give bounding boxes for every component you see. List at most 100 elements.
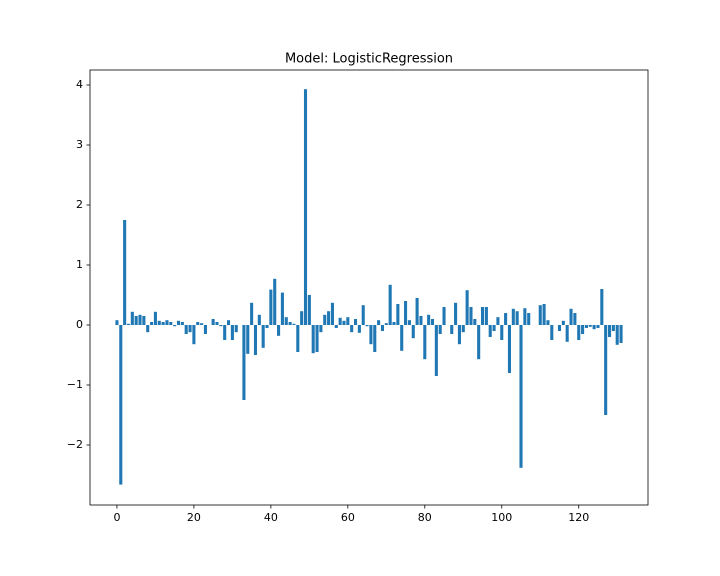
bar (123, 220, 127, 325)
bar (330, 302, 334, 325)
bar (219, 325, 223, 327)
bar (115, 320, 119, 325)
bar (427, 314, 431, 325)
bar (407, 320, 411, 325)
bar (454, 302, 458, 325)
bar (215, 322, 219, 325)
bar (584, 325, 588, 328)
bar (277, 325, 281, 336)
bar (419, 316, 423, 325)
bar (396, 304, 400, 325)
bar (573, 313, 577, 325)
bar (480, 307, 485, 325)
bar (465, 290, 469, 325)
x-tick-label: 100 (491, 511, 512, 524)
bar (619, 325, 623, 343)
bar (600, 289, 604, 325)
bar (504, 313, 508, 325)
bar (342, 320, 346, 325)
bar (507, 325, 512, 373)
bar (138, 314, 142, 325)
bar (430, 319, 435, 325)
bar (338, 317, 342, 325)
bar (400, 325, 404, 351)
bar (496, 317, 500, 325)
bar (365, 325, 369, 327)
bar (423, 325, 427, 360)
bar (188, 325, 192, 333)
bar (180, 322, 184, 325)
bar (550, 325, 554, 340)
bar (292, 323, 296, 325)
bar (546, 320, 550, 325)
bar (130, 311, 134, 325)
bar (380, 325, 385, 331)
bar (604, 325, 608, 415)
x-tick-label: 80 (418, 511, 432, 524)
bar (146, 325, 150, 333)
bar (611, 325, 615, 331)
bar (369, 325, 373, 345)
bar (161, 322, 165, 325)
y-tick-label: 3 (76, 138, 83, 151)
bar (515, 311, 519, 325)
bar (253, 325, 258, 355)
bar (327, 311, 331, 325)
bar (288, 322, 292, 325)
bar (607, 325, 612, 337)
bar (250, 302, 254, 325)
y-tick-label: −1 (67, 378, 83, 391)
bar (484, 307, 488, 325)
bar (384, 323, 388, 325)
y-tick-label: 1 (76, 258, 83, 271)
bar (392, 322, 396, 325)
bar (538, 305, 542, 325)
bar (303, 89, 308, 325)
bar (300, 311, 304, 325)
bar (557, 325, 562, 331)
bar (527, 313, 531, 325)
bar (350, 325, 354, 333)
bar (438, 325, 442, 334)
bar (488, 325, 492, 337)
bar (357, 325, 361, 333)
bar (192, 325, 196, 345)
bar (353, 319, 358, 325)
bar (315, 325, 319, 352)
bar (415, 298, 419, 325)
bar (334, 325, 338, 328)
bar (226, 320, 231, 325)
bar (257, 314, 261, 325)
bar (561, 320, 565, 325)
bar (373, 325, 377, 352)
bar (126, 323, 131, 325)
bar (411, 325, 415, 339)
bar (150, 322, 154, 325)
x-tick-label: 0 (113, 511, 120, 524)
bar (165, 320, 169, 325)
bar (280, 292, 284, 325)
bar (565, 325, 569, 342)
bar (596, 325, 600, 328)
bar (323, 314, 327, 325)
bar (615, 325, 619, 345)
bar (134, 316, 138, 325)
bar (234, 325, 238, 333)
bar (142, 316, 146, 325)
x-tick-label: 40 (264, 511, 278, 524)
bar (442, 307, 446, 325)
bar (404, 301, 408, 325)
bar (492, 325, 496, 331)
bar (388, 284, 392, 325)
bar (203, 325, 207, 334)
bar (592, 325, 596, 330)
bar (361, 305, 365, 325)
bar (173, 325, 177, 327)
bar (477, 325, 481, 360)
bar (469, 307, 473, 325)
axes-frame (89, 69, 649, 506)
bar (176, 320, 181, 325)
bar (273, 278, 277, 325)
